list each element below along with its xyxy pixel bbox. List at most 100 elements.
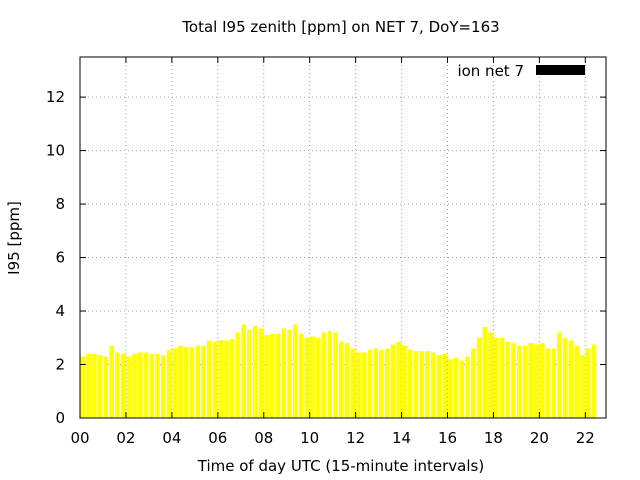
bar <box>270 333 275 418</box>
bar <box>367 349 373 418</box>
bar <box>166 349 172 418</box>
x-tick-label: 12 <box>346 429 365 447</box>
bar <box>206 340 212 418</box>
bar <box>344 343 350 418</box>
bar <box>327 331 333 418</box>
x-tick-label: 20 <box>530 429 549 447</box>
bar <box>562 337 568 418</box>
bar <box>149 353 155 418</box>
bar <box>557 332 562 418</box>
bar <box>143 352 149 418</box>
bar <box>379 349 384 418</box>
bar <box>310 336 315 418</box>
y-tick-label: 12 <box>46 88 65 106</box>
y-tick-label: 10 <box>46 142 65 160</box>
bar <box>425 351 430 418</box>
bar <box>247 329 252 418</box>
bar <box>92 353 97 418</box>
bar <box>115 352 120 418</box>
bar <box>448 359 453 418</box>
y-axis-label: I95 [ppm] <box>5 201 23 275</box>
bar <box>252 325 258 418</box>
bar <box>488 332 493 418</box>
bar <box>298 333 304 418</box>
bar <box>172 348 178 418</box>
x-tick-label: 04 <box>162 429 181 447</box>
bar <box>413 351 419 418</box>
bar <box>373 348 379 418</box>
bar <box>304 337 310 418</box>
bar <box>482 327 488 418</box>
bar <box>585 348 591 418</box>
bar <box>97 355 103 418</box>
bar <box>287 329 292 418</box>
bar <box>390 344 396 418</box>
bar <box>471 348 476 418</box>
bar <box>201 345 206 418</box>
bar <box>568 340 574 418</box>
bar <box>178 345 183 418</box>
x-tick-label: 14 <box>392 429 411 447</box>
bar <box>465 356 470 418</box>
bar <box>126 356 132 418</box>
bar <box>103 356 109 418</box>
bar <box>539 343 545 418</box>
bar <box>419 351 424 418</box>
bar <box>86 353 91 418</box>
bar <box>402 345 407 418</box>
bar <box>212 341 218 418</box>
bar <box>551 348 557 418</box>
bar <box>430 352 436 418</box>
bar <box>534 344 539 418</box>
bar <box>229 339 235 418</box>
x-tick-label: 08 <box>254 429 273 447</box>
y-tick-label: 6 <box>55 249 65 267</box>
bar <box>281 328 287 418</box>
x-tick-label: 02 <box>116 429 135 447</box>
bar <box>516 345 522 418</box>
bar <box>528 343 534 418</box>
bar <box>293 324 298 418</box>
y-tick-label: 8 <box>55 195 65 213</box>
y-tick-label: 0 <box>55 409 65 427</box>
bar <box>591 344 597 418</box>
bar <box>316 337 321 418</box>
bar <box>160 355 166 418</box>
bar <box>396 341 401 418</box>
bar <box>241 324 246 418</box>
x-tick-label: 06 <box>208 429 227 447</box>
x-tick-label: 00 <box>70 429 89 447</box>
bar <box>275 333 281 418</box>
bar <box>264 335 269 418</box>
x-tick-label: 16 <box>438 429 457 447</box>
bar <box>350 348 356 418</box>
x-tick-label: 10 <box>300 429 319 447</box>
bar <box>499 337 505 418</box>
bar <box>476 337 482 418</box>
bar <box>384 348 390 418</box>
x-axis-label: Time of day UTC (15-minute intervals) <box>197 457 484 475</box>
bar <box>356 352 361 418</box>
legend-label: ion net 7 <box>457 62 524 80</box>
bar <box>137 352 143 418</box>
legend-swatch <box>536 65 585 75</box>
x-tick-label: 22 <box>576 429 595 447</box>
bars <box>80 324 597 418</box>
bar <box>494 337 499 418</box>
bar <box>80 356 86 418</box>
bar <box>436 355 442 418</box>
bar <box>574 345 580 418</box>
bar <box>132 353 137 418</box>
bar <box>235 332 241 418</box>
bar <box>189 347 195 418</box>
bar <box>338 341 344 418</box>
bar <box>321 332 327 418</box>
bar <box>511 343 516 418</box>
bar <box>224 340 229 418</box>
bar <box>361 352 367 418</box>
bar <box>120 353 126 418</box>
bar <box>442 353 447 418</box>
x-tick-label: 18 <box>484 429 503 447</box>
